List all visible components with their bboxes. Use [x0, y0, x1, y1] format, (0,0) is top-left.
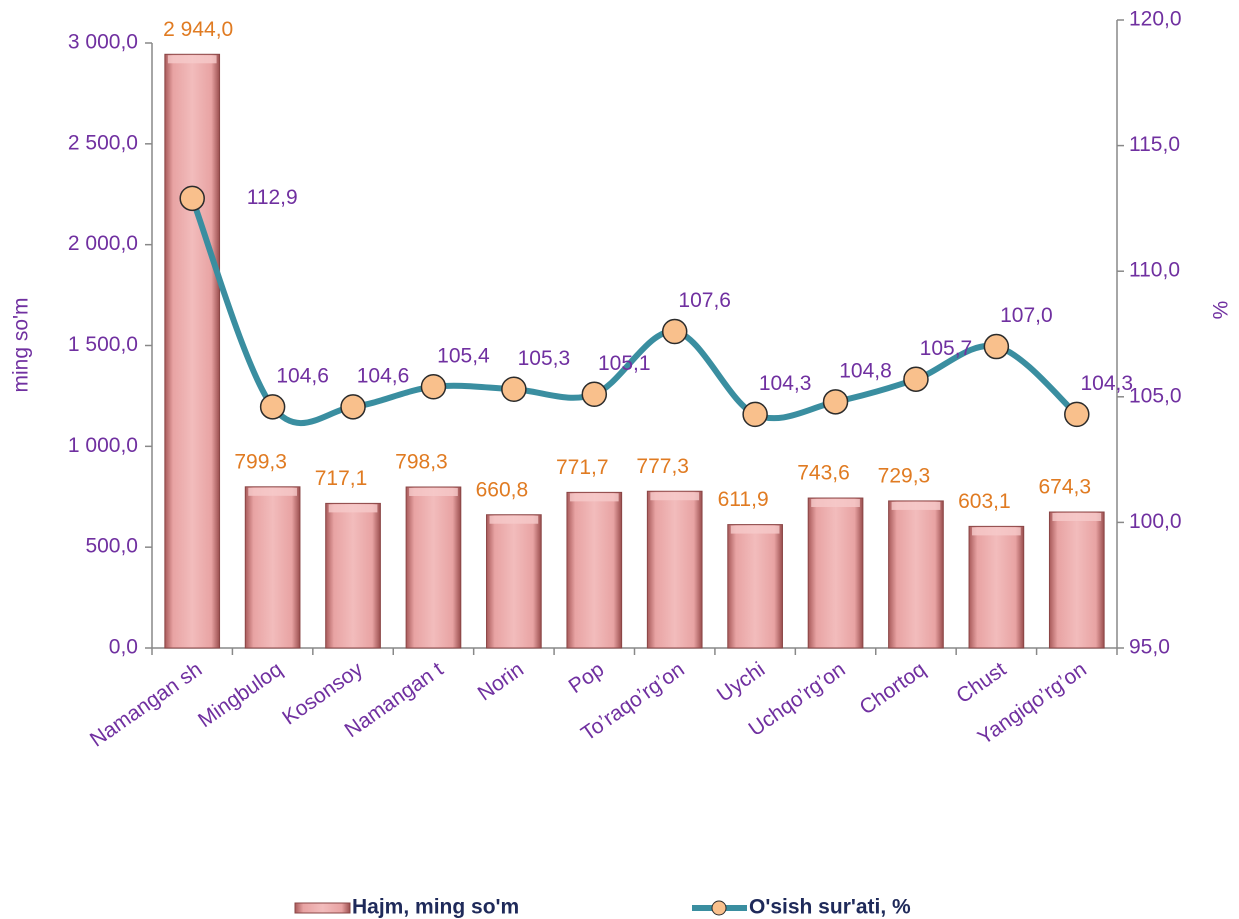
line-marker — [259, 394, 286, 420]
bar-top — [730, 525, 780, 534]
bar — [1048, 511, 1105, 649]
bar — [325, 502, 381, 649]
x-tick-label: Pop — [565, 658, 609, 698]
bar — [646, 490, 703, 649]
bar — [405, 486, 462, 649]
line-marker — [179, 185, 205, 212]
line-value-label: 105,4 — [437, 344, 490, 367]
y2-tick-label: 100,0 — [1129, 510, 1182, 533]
bar — [486, 514, 542, 649]
bar-value-label: 799,3 — [234, 450, 287, 473]
line-marker — [983, 333, 1010, 360]
line-value-label: 104,3 — [1081, 372, 1134, 395]
y-tick-label: 2 500,0 — [68, 131, 138, 154]
bar — [807, 497, 864, 649]
bar — [244, 486, 301, 649]
line-series — [189, 195, 1080, 427]
bar-value-label: 729,3 — [878, 464, 931, 487]
x-tick-label: Uychi — [713, 658, 769, 707]
line-value-label: 112,9 — [247, 186, 298, 209]
line-value-label: 104,6 — [276, 364, 329, 387]
line-value-label: 104,6 — [357, 364, 410, 387]
line-marker — [340, 394, 366, 420]
x-tick-label: Namangan sh — [86, 658, 206, 752]
line-marker — [903, 366, 929, 392]
y2-tick-label: 110,0 — [1129, 259, 1180, 282]
y2-tick-label: 120,0 — [1129, 8, 1182, 31]
line-marker — [501, 376, 527, 403]
bar-top — [650, 492, 700, 501]
bar-value-label: 743,6 — [797, 462, 850, 485]
bar-value-label: 674,3 — [1039, 476, 1092, 499]
x-tick-label: Mingbuloq — [194, 658, 287, 732]
bar-top — [248, 487, 297, 496]
bar-top — [569, 493, 619, 502]
bar-top — [891, 501, 941, 510]
bar — [164, 53, 221, 649]
legend-swatch — [294, 902, 351, 914]
y2-tick-label: 105,0 — [1129, 384, 1182, 407]
bar-top — [489, 515, 539, 524]
line-marker — [581, 381, 608, 408]
bar-value-label: 717,1 — [315, 467, 368, 490]
y2-axis-label: % — [1210, 301, 1233, 320]
bar-value-label: 603,1 — [958, 490, 1011, 513]
bar-value-label: 611,9 — [718, 488, 769, 511]
bar-value-label: 2 944,0 — [163, 18, 233, 41]
y-tick-label: 500,0 — [85, 535, 138, 558]
line-value-label: 107,6 — [678, 289, 731, 312]
y-tick-label: 1 000,0 — [68, 434, 138, 457]
bar-top — [811, 499, 860, 508]
legend-label: O'sish sur'ati, % — [749, 896, 911, 919]
bar-top — [409, 488, 458, 497]
bar — [888, 500, 944, 649]
bar-top — [972, 527, 1021, 536]
line-value-label: 104,8 — [839, 359, 892, 382]
bar-value-label: 771,7 — [556, 456, 609, 479]
x-tick-label: Norin — [474, 658, 528, 706]
legend-label: Hajm, ming so'm — [352, 896, 519, 919]
line-value-label: 105,1 — [598, 352, 651, 375]
y-tick-label: 3 000,0 — [68, 31, 138, 54]
line-marker — [420, 374, 447, 400]
bar-top — [1052, 513, 1102, 522]
y-axis-label: ming so'm — [10, 297, 33, 392]
line-marker — [742, 401, 768, 428]
bar-value-label: 798,3 — [395, 451, 448, 474]
legend-marker — [711, 900, 727, 916]
y2-tick-label: 95,0 — [1129, 636, 1170, 659]
y-tick-label: 2 000,0 — [68, 232, 138, 255]
y-tick-label: 0,0 — [109, 636, 138, 659]
line-value-label: 107,0 — [1000, 304, 1053, 327]
line-marker — [822, 389, 849, 415]
line-value-label: 105,3 — [518, 347, 571, 370]
line-marker — [661, 318, 688, 345]
bar-top — [328, 504, 378, 513]
y2-tick-label: 115,0 — [1129, 133, 1180, 156]
bar-value-label: 777,3 — [636, 455, 689, 478]
bar-top — [167, 55, 217, 64]
bar — [968, 525, 1025, 649]
line-marker — [1064, 401, 1090, 428]
y-tick-label: 1 500,0 — [68, 333, 138, 356]
line-value-label: 105,7 — [920, 337, 973, 360]
bar — [727, 524, 783, 649]
line-value-label: 104,3 — [759, 372, 812, 395]
x-tick-label: Chortoq — [856, 658, 930, 720]
bar — [566, 491, 623, 649]
bar-value-label: 660,8 — [476, 478, 529, 501]
x-tick-label: Chust — [952, 658, 1010, 708]
